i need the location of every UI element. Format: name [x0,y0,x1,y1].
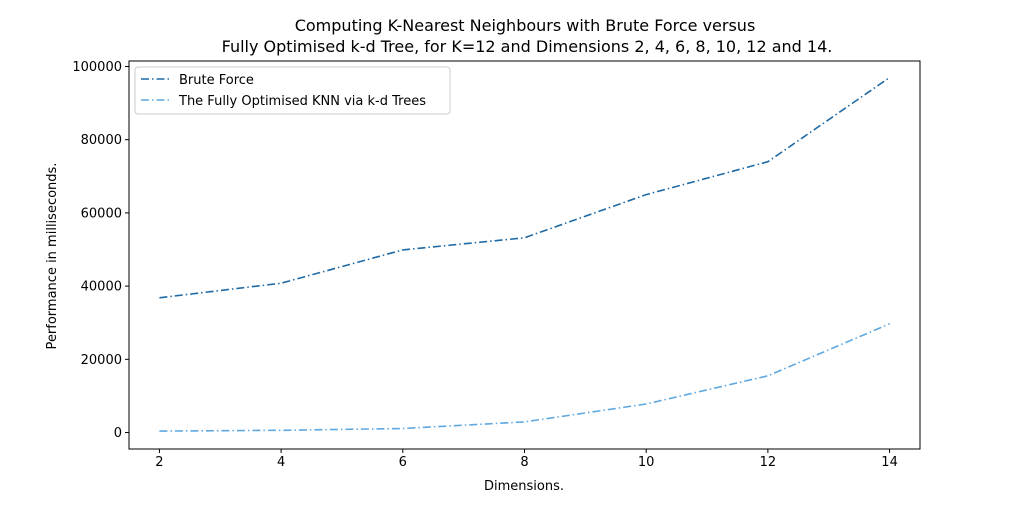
x-tick-label: 12 [760,455,777,470]
x-tick-label: 4 [277,455,285,470]
x-tick-label: 10 [638,455,655,470]
y-tick-label: 60000 [81,206,122,221]
x-tick-label: 14 [881,455,898,470]
legend-box [134,66,451,115]
chart-subtitle: Fully Optimised k-d Tree, for K=12 and D… [222,37,833,56]
plot-frame [128,60,921,450]
y-tick-label: 40000 [81,280,122,295]
x-tick-label: 2 [155,455,163,470]
x-axis-label: Dimensions. [484,479,564,494]
y-tick-label: 100000 [72,60,122,75]
y-tick-label: 80000 [81,133,122,148]
series-lines [159,76,891,432]
y-axis-label: Performance in milliseconds. [45,163,60,350]
x-tick-label: 8 [520,455,528,470]
series-line-1 [159,323,890,432]
y-tick-label: 20000 [81,353,122,368]
axis-ticks: 2 4 6 8 10 12 14 0 20000 40000 60000 80000 100000 [72,60,897,470]
legend: Brute Force The Fully Optimised KNN via … [134,66,451,115]
x-tick-label: 6 [399,455,407,470]
chart-title: Computing K-Nearest Neighbours with Brut… [295,16,756,35]
legend-label-kd-tree: The Fully Optimised KNN via k-d Trees [178,94,426,109]
legend-label-brute-force: Brute Force [179,73,254,88]
y-tick-label: 0 [114,426,122,441]
